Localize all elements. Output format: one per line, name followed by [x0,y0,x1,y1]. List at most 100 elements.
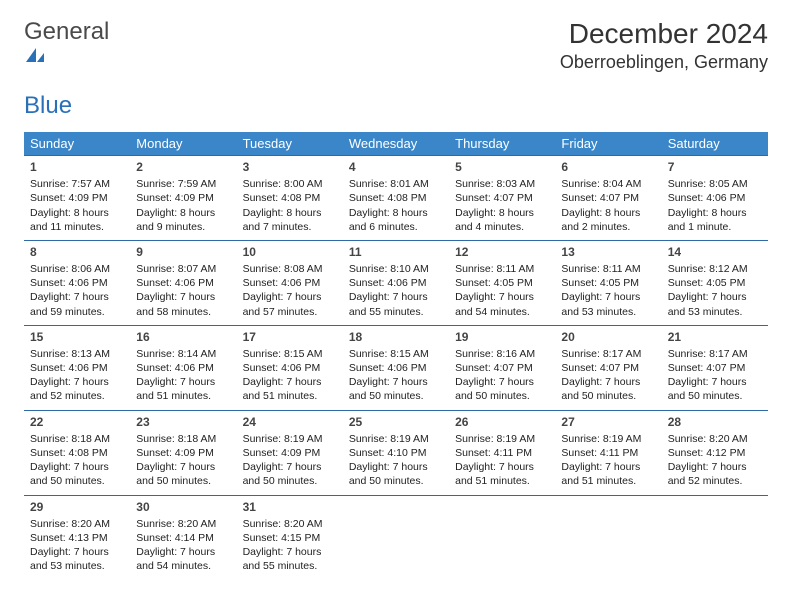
sunrise-text: Sunrise: 8:10 AM [349,262,443,276]
calendar-day-cell: 27Sunrise: 8:19 AMSunset: 4:11 PMDayligh… [555,410,661,495]
calendar-day-cell: 23Sunrise: 8:18 AMSunset: 4:09 PMDayligh… [130,410,236,495]
daylight-text: Daylight: 7 hours and 50 minutes. [136,460,230,488]
location-subtitle: Oberroeblingen, Germany [560,52,768,73]
sunset-text: Sunset: 4:05 PM [668,276,762,290]
weekday-header: Monday [130,132,236,156]
calendar-day-cell: 31Sunrise: 8:20 AMSunset: 4:15 PMDayligh… [237,495,343,579]
calendar-day-cell: 5Sunrise: 8:03 AMSunset: 4:07 PMDaylight… [449,156,555,241]
sunrise-text: Sunrise: 8:11 AM [561,262,655,276]
calendar-day-cell: 1Sunrise: 7:57 AMSunset: 4:09 PMDaylight… [24,156,130,241]
day-number: 31 [243,499,337,515]
calendar-empty-cell [343,495,449,579]
calendar-day-cell: 13Sunrise: 8:11 AMSunset: 4:05 PMDayligh… [555,240,661,325]
sunrise-text: Sunrise: 7:57 AM [30,177,124,191]
logo-sail-icon [24,46,109,64]
day-number: 12 [455,244,549,260]
day-number: 26 [455,414,549,430]
sunset-text: Sunset: 4:06 PM [349,276,443,290]
sunset-text: Sunset: 4:06 PM [136,276,230,290]
page-title: December 2024 [560,18,768,50]
daylight-text: Daylight: 7 hours and 51 minutes. [243,375,337,403]
day-number: 23 [136,414,230,430]
calendar-day-cell: 18Sunrise: 8:15 AMSunset: 4:06 PMDayligh… [343,325,449,410]
calendar-day-cell: 19Sunrise: 8:16 AMSunset: 4:07 PMDayligh… [449,325,555,410]
daylight-text: Daylight: 8 hours and 6 minutes. [349,206,443,234]
calendar-week-row: 29Sunrise: 8:20 AMSunset: 4:13 PMDayligh… [24,495,768,579]
sunset-text: Sunset: 4:05 PM [561,276,655,290]
sunrise-text: Sunrise: 8:19 AM [349,432,443,446]
calendar-header-row: SundayMondayTuesdayWednesdayThursdayFrid… [24,132,768,156]
calendar-day-cell: 4Sunrise: 8:01 AMSunset: 4:08 PMDaylight… [343,156,449,241]
day-number: 7 [668,159,762,175]
calendar-week-row: 22Sunrise: 8:18 AMSunset: 4:08 PMDayligh… [24,410,768,495]
day-number: 13 [561,244,655,260]
sunrise-text: Sunrise: 8:04 AM [561,177,655,191]
weekday-header: Sunday [24,132,130,156]
daylight-text: Daylight: 8 hours and 2 minutes. [561,206,655,234]
sunset-text: Sunset: 4:11 PM [455,446,549,460]
logo: GeneralBlue [24,18,109,120]
sunrise-text: Sunrise: 8:14 AM [136,347,230,361]
sunset-text: Sunset: 4:07 PM [561,361,655,375]
sunset-text: Sunset: 4:09 PM [243,446,337,460]
sunrise-text: Sunrise: 8:15 AM [243,347,337,361]
sunrise-text: Sunrise: 8:05 AM [668,177,762,191]
day-number: 28 [668,414,762,430]
sunset-text: Sunset: 4:07 PM [561,191,655,205]
sunset-text: Sunset: 4:15 PM [243,531,337,545]
calendar-day-cell: 2Sunrise: 7:59 AMSunset: 4:09 PMDaylight… [130,156,236,241]
header: GeneralBlue December 2024 Oberroeblingen… [24,18,768,120]
sunrise-text: Sunrise: 8:07 AM [136,262,230,276]
day-number: 4 [349,159,443,175]
calendar-day-cell: 11Sunrise: 8:10 AMSunset: 4:06 PMDayligh… [343,240,449,325]
sunset-text: Sunset: 4:09 PM [136,191,230,205]
sunrise-text: Sunrise: 8:20 AM [30,517,124,531]
sunset-text: Sunset: 4:07 PM [455,191,549,205]
sunrise-text: Sunrise: 8:11 AM [455,262,549,276]
day-number: 25 [349,414,443,430]
sunset-text: Sunset: 4:13 PM [30,531,124,545]
calendar-day-cell: 28Sunrise: 8:20 AMSunset: 4:12 PMDayligh… [662,410,768,495]
daylight-text: Daylight: 7 hours and 51 minutes. [561,460,655,488]
sunset-text: Sunset: 4:06 PM [136,361,230,375]
calendar-day-cell: 17Sunrise: 8:15 AMSunset: 4:06 PMDayligh… [237,325,343,410]
day-number: 9 [136,244,230,260]
day-number: 3 [243,159,337,175]
calendar-table: SundayMondayTuesdayWednesdayThursdayFrid… [24,132,768,579]
weekday-header: Saturday [662,132,768,156]
calendar-day-cell: 16Sunrise: 8:14 AMSunset: 4:06 PMDayligh… [130,325,236,410]
sunrise-text: Sunrise: 8:19 AM [561,432,655,446]
day-number: 6 [561,159,655,175]
sunrise-text: Sunrise: 8:15 AM [349,347,443,361]
daylight-text: Daylight: 7 hours and 50 minutes. [455,375,549,403]
day-number: 22 [30,414,124,430]
sunrise-text: Sunrise: 8:01 AM [349,177,443,191]
calendar-day-cell: 29Sunrise: 8:20 AMSunset: 4:13 PMDayligh… [24,495,130,579]
day-number: 24 [243,414,337,430]
calendar-day-cell: 10Sunrise: 8:08 AMSunset: 4:06 PMDayligh… [237,240,343,325]
calendar-day-cell: 25Sunrise: 8:19 AMSunset: 4:10 PMDayligh… [343,410,449,495]
day-number: 10 [243,244,337,260]
weekday-header: Tuesday [237,132,343,156]
day-number: 2 [136,159,230,175]
weekday-header: Wednesday [343,132,449,156]
day-number: 1 [30,159,124,175]
calendar-day-cell: 21Sunrise: 8:17 AMSunset: 4:07 PMDayligh… [662,325,768,410]
daylight-text: Daylight: 7 hours and 50 minutes. [349,375,443,403]
daylight-text: Daylight: 7 hours and 51 minutes. [136,375,230,403]
sunset-text: Sunset: 4:09 PM [30,191,124,205]
sunrise-text: Sunrise: 8:18 AM [30,432,124,446]
day-number: 14 [668,244,762,260]
logo-text-2: Blue [24,92,72,119]
sunset-text: Sunset: 4:08 PM [243,191,337,205]
day-number: 29 [30,499,124,515]
calendar-body: 1Sunrise: 7:57 AMSunset: 4:09 PMDaylight… [24,156,768,580]
sunset-text: Sunset: 4:12 PM [668,446,762,460]
daylight-text: Daylight: 7 hours and 50 minutes. [243,460,337,488]
calendar-day-cell: 8Sunrise: 8:06 AMSunset: 4:06 PMDaylight… [24,240,130,325]
calendar-empty-cell [662,495,768,579]
calendar-day-cell: 3Sunrise: 8:00 AMSunset: 4:08 PMDaylight… [237,156,343,241]
sunrise-text: Sunrise: 8:06 AM [30,262,124,276]
daylight-text: Daylight: 7 hours and 57 minutes. [243,290,337,318]
daylight-text: Daylight: 7 hours and 55 minutes. [349,290,443,318]
